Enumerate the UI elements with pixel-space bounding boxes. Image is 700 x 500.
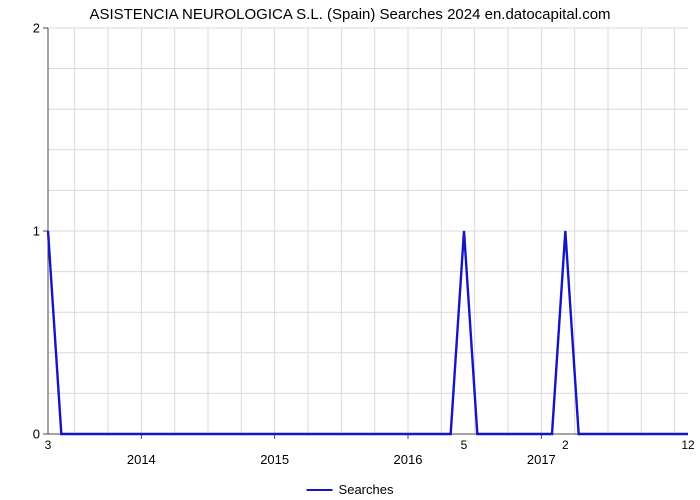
x-tick-label: 2017	[527, 452, 556, 467]
line-chart: ASISTENCIA NEUROLOGICA S.L. (Spain) Sear…	[0, 0, 700, 500]
data-point-label: 12	[681, 438, 694, 452]
data-point-label: 2	[562, 438, 569, 452]
y-tick-label: 1	[33, 224, 40, 239]
plot-area: 012201420152016201735212	[48, 28, 688, 434]
x-tick-label: 2016	[394, 452, 423, 467]
y-tick-label: 0	[33, 427, 40, 442]
legend-swatch	[307, 489, 333, 491]
y-tick-label: 2	[33, 21, 40, 36]
legend-label: Searches	[339, 482, 394, 497]
legend: Searches	[307, 482, 394, 497]
data-point-label: 5	[461, 438, 468, 452]
x-tick-label: 2015	[260, 452, 289, 467]
x-tick-label: 2014	[127, 452, 156, 467]
chart-title: ASISTENCIA NEUROLOGICA S.L. (Spain) Sear…	[0, 6, 700, 23]
plot-svg	[48, 28, 688, 434]
data-point-label: 3	[45, 438, 52, 452]
